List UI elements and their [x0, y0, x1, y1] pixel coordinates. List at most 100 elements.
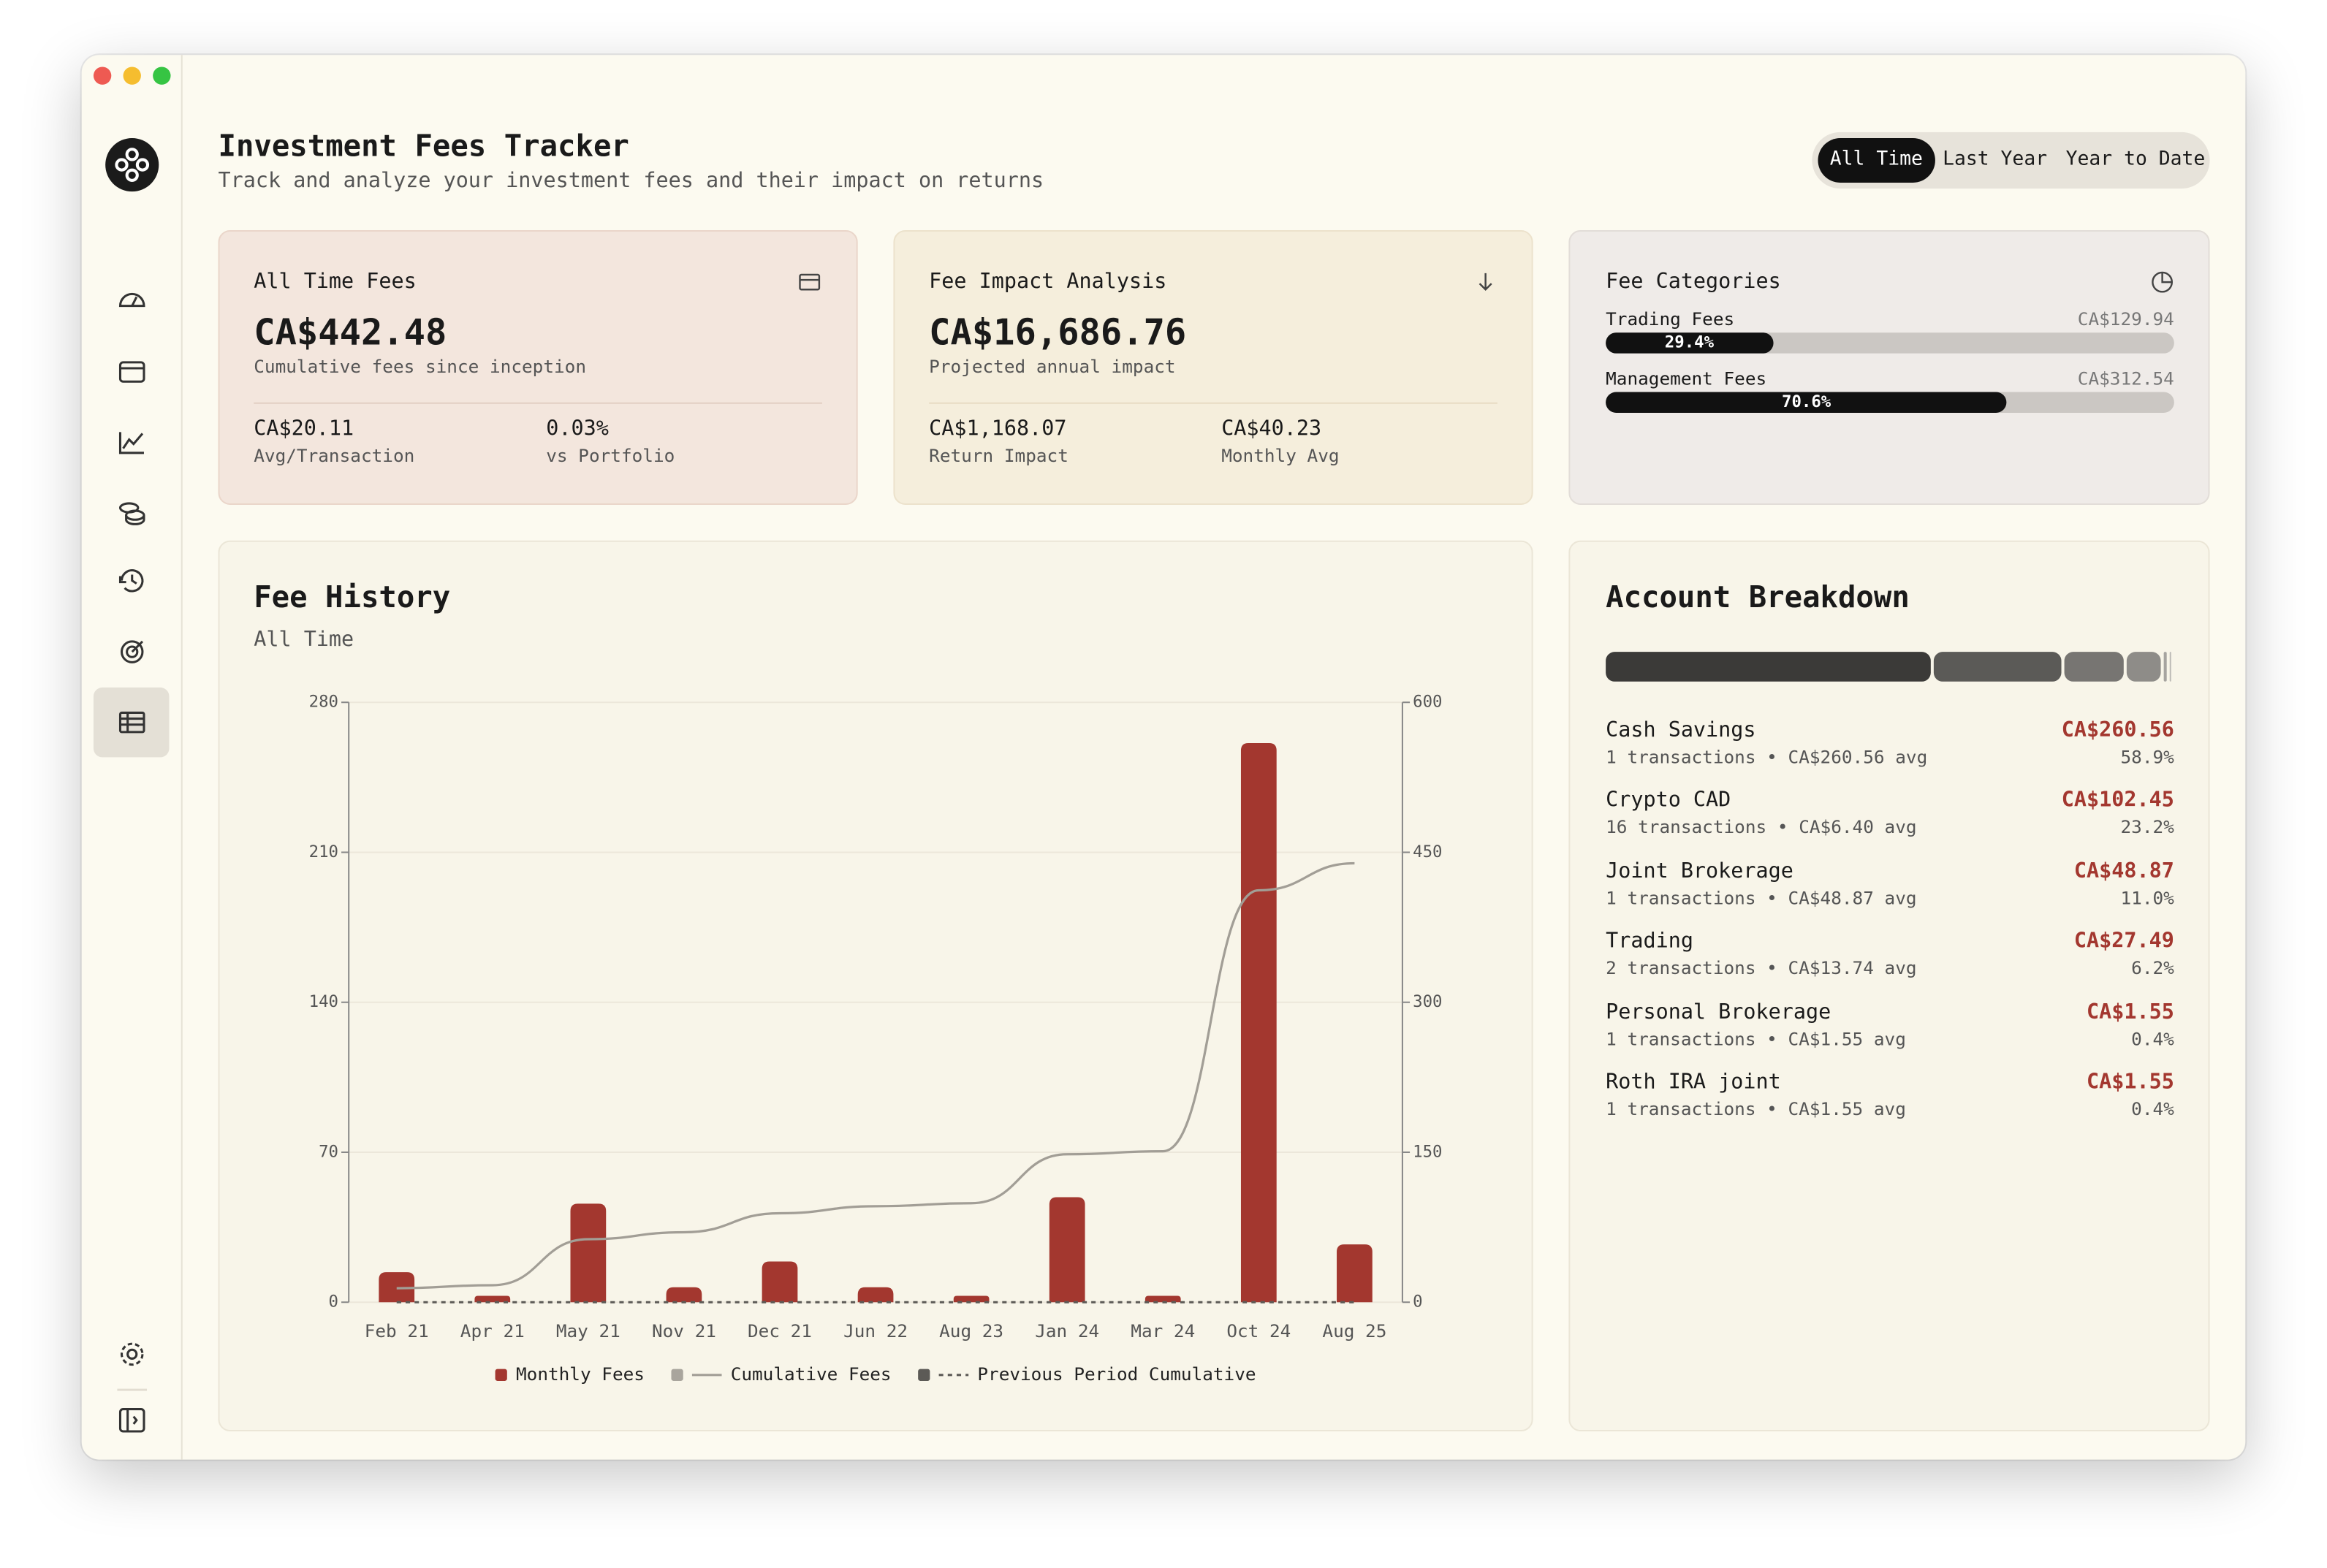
- filter-button[interactable]: Last Year: [1943, 148, 2048, 171]
- account-share: 11.0%: [2120, 887, 2174, 909]
- category-track: 70.6%: [1606, 391, 2174, 412]
- stat-value: CA$20.11: [254, 417, 354, 441]
- chart-title: Fee History: [254, 579, 451, 615]
- bar: [1144, 1295, 1181, 1303]
- nav-icons: [118, 292, 145, 734]
- y-tick-label: 0: [329, 1293, 338, 1312]
- line: [396, 861, 1355, 1290]
- nav-performance[interactable]: [118, 432, 144, 454]
- stat-value: 0.03%: [546, 417, 609, 441]
- bar: [1049, 1197, 1085, 1303]
- account-amount: CA$260.56: [2061, 718, 2174, 743]
- legend: Monthly Fees Cumulative Fees Previous Peri…: [495, 1363, 1256, 1385]
- nav-holdings[interactable]: [118, 502, 145, 525]
- account-breakdown-card: [1568, 540, 2210, 1432]
- stat-label: Monthly Avg: [1221, 445, 1340, 467]
- account-detail: 16 transactions • CA$6.40 avg: [1606, 817, 1917, 838]
- fee-categories-card: [1568, 229, 2210, 505]
- category-amount: CA$129.94: [2077, 308, 2174, 330]
- card-icon: [2152, 271, 2174, 293]
- account-amount: CA$1.55: [2087, 1000, 2174, 1024]
- account-amount: CA$102.45: [2061, 788, 2174, 813]
- divider: [929, 402, 1497, 404]
- account-name: Trading: [1606, 929, 1693, 954]
- minimize-button[interactable]: [123, 66, 141, 85]
- x-tick-label: May 21: [556, 1320, 620, 1341]
- account-name: Crypto CAD: [1606, 788, 1731, 813]
- account-detail: 1 transactions • CA$260.56 avg: [1606, 747, 1928, 768]
- nav-wallet[interactable]: [118, 361, 145, 383]
- stat-label: Avg/Transaction: [254, 445, 415, 467]
- x-tick-label: Oct 24: [1226, 1320, 1291, 1341]
- x-tick-label: Jan 24: [1035, 1320, 1099, 1341]
- card-icon: [799, 273, 821, 291]
- card-icon: [1478, 273, 1492, 292]
- chart-subtitle: All Time: [254, 628, 354, 652]
- zoom-button[interactable]: [153, 66, 171, 85]
- breakdown-segment: [2164, 652, 2167, 682]
- nav-dashboard[interactable]: [118, 292, 145, 308]
- summary-card: [893, 229, 1533, 505]
- nav-fees[interactable]: [118, 711, 145, 734]
- section-title: Account Breakdown: [1606, 579, 1910, 615]
- fee-history-chart: 0 70 140 210 280 0 150 300 450 600 Feb 21 Apr 21 May…: [309, 693, 1443, 1385]
- y2-tick-label: 0: [1413, 1293, 1422, 1312]
- nav-goals[interactable]: [120, 640, 144, 663]
- card-caption: Cumulative fees since inception: [254, 356, 587, 378]
- traffic-lights: [93, 66, 171, 85]
- legend-label: Previous Period Cumulative: [977, 1363, 1256, 1385]
- card-value: CA$442.48: [254, 311, 447, 354]
- page-title: Investment Fees Tracker: [218, 127, 629, 164]
- sidebar-bottom-icons: [117, 1342, 148, 1433]
- category-name: Trading Fees: [1606, 308, 1735, 330]
- filter-button[interactable]: Year to Date: [2065, 148, 2206, 171]
- account-amount: CA$48.87: [2073, 859, 2174, 883]
- category-amount: CA$312.54: [2077, 367, 2174, 389]
- y2-tick-label: 450: [1413, 842, 1442, 861]
- bar: [666, 1287, 702, 1303]
- nav-history[interactable]: [118, 569, 144, 593]
- account-detail: 1 transactions • CA$1.55 avg: [1606, 1098, 1906, 1120]
- x-tick-label: Apr 21: [460, 1320, 525, 1341]
- account-name: Joint Brokerage: [1606, 859, 1793, 883]
- bar: [474, 1295, 511, 1303]
- account-detail: 2 transactions • CA$13.74 avg: [1606, 958, 1917, 979]
- breakdown-segment: [1932, 652, 2061, 682]
- app-logo[interactable]: [102, 135, 162, 194]
- y-tick-label: 70: [319, 1142, 338, 1161]
- category-track: 29.4%: [1606, 332, 2174, 354]
- x-tick-label: Aug 23: [939, 1320, 1003, 1341]
- x-tick-label: Aug 25: [1322, 1320, 1386, 1341]
- breakdown-segment: [1606, 652, 1930, 682]
- card-title: Fee Categories: [1606, 270, 1781, 294]
- stat-label: Return Impact: [929, 445, 1068, 467]
- bar: [953, 1295, 990, 1303]
- card-value: CA$16,686.76: [929, 311, 1187, 354]
- y2-tick-label: 300: [1413, 992, 1442, 1011]
- account-share: 6.2%: [2131, 958, 2174, 979]
- y2-tick-label: 600: [1413, 693, 1442, 712]
- card-title: All Time Fees: [254, 270, 417, 294]
- x-tick-label: Feb 21: [365, 1320, 429, 1341]
- settings-button[interactable]: [120, 1342, 144, 1366]
- collapse-sidebar-button[interactable]: [118, 1408, 145, 1433]
- summary-card: [218, 229, 858, 505]
- x-tick-label: Dec 21: [748, 1320, 812, 1341]
- y-tick-label: 140: [309, 992, 338, 1011]
- stat-value: CA$40.23: [1221, 417, 1322, 441]
- close-button[interactable]: [93, 66, 112, 85]
- page-subtitle: Track and analyze your investment fees a…: [218, 169, 1044, 194]
- account-share: 0.4%: [2131, 1098, 2174, 1120]
- bar: [570, 1203, 607, 1303]
- account-share: 0.4%: [2131, 1028, 2174, 1049]
- x-tick-label: Nov 21: [652, 1320, 716, 1341]
- bar: [762, 1261, 798, 1303]
- bar: [1240, 742, 1277, 1303]
- y-tick-label: 280: [309, 693, 338, 712]
- account-amount: CA$27.49: [2073, 929, 2174, 954]
- divider: [254, 402, 822, 404]
- legend-swatch: [918, 1369, 930, 1381]
- filter-button[interactable]: All Time: [1818, 137, 1935, 183]
- bar: [857, 1287, 894, 1303]
